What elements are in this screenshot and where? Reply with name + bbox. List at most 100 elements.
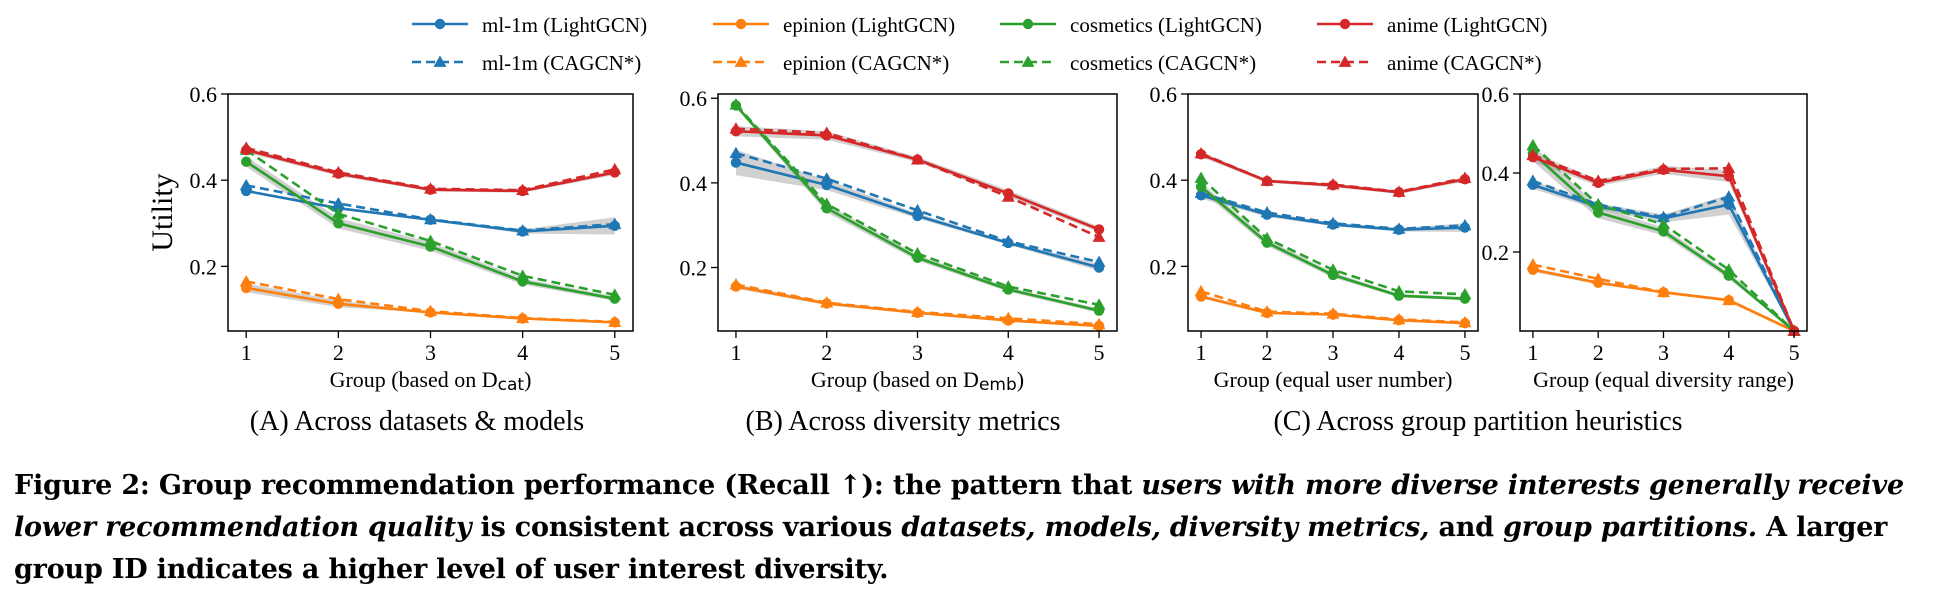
figure-caption: Figure 2: Group recommendation performan…: [14, 465, 1949, 591]
legend-label: ml-1m (CAGCN*): [482, 51, 641, 75]
series-line: [1532, 152, 1795, 332]
x-tick-label: 3: [425, 340, 436, 365]
data-point: [608, 288, 622, 300]
caption-text-2: is consistent across various: [471, 512, 902, 543]
x-tick-label: 5: [609, 340, 620, 365]
data-point: [424, 234, 437, 246]
confidence-band-anime-lightgcn: [735, 126, 1100, 232]
x-tick-label: 1: [1196, 340, 1207, 365]
series-epinion-cagcn: [729, 277, 1106, 330]
data-point: [331, 165, 345, 178]
panel-b: 0.2 0.4 0.6 1 2 3 4 5 Group (based on Demb): [680, 86, 1118, 395]
x-tick-label: 5: [1459, 340, 1470, 365]
caption-text-1: Figure 2: Group recommendation performan…: [14, 470, 1142, 501]
legend-entry-cosmetics-cagcn: cosmetics (CAGCN*): [1000, 51, 1256, 75]
legend-label: anime (LightGCN): [1387, 13, 1547, 37]
data-point: [911, 247, 924, 259]
confidence-band-cosmetics-lightgcn: [1201, 182, 1465, 301]
legend-entry-epinion-cagcn: epinion (CAGCN*): [713, 51, 949, 75]
confidence-band-anime-lightgcn: [1532, 152, 1795, 331]
series-line: [1532, 183, 1796, 332]
data-point: [730, 157, 742, 168]
x-tick-label: 4: [1003, 340, 1014, 365]
y-tick-label: 0.4: [190, 168, 218, 193]
data-point: [1260, 206, 1274, 218]
series-anime-lightgcn: [1195, 149, 1471, 198]
data-point: [1591, 198, 1605, 210]
data-point: [1657, 285, 1670, 298]
data-point: [1194, 146, 1208, 159]
y-tick-label: 0.6: [190, 82, 218, 107]
data-point: [1722, 190, 1736, 202]
legend-marker: [734, 55, 748, 67]
series-line: [1532, 179, 1796, 332]
data-point: [1722, 263, 1736, 275]
data-point: [239, 274, 253, 287]
caption-text-4: A larger group ID indicates a higher lev…: [14, 512, 1888, 585]
data-point: [239, 178, 253, 191]
data-point: [820, 126, 834, 138]
data-point: [516, 183, 530, 195]
data-point: [729, 146, 743, 159]
data-point: [1092, 255, 1106, 267]
series-anime-cagcn: [1526, 148, 1801, 336]
data-point: [1260, 231, 1274, 244]
data-point: [1260, 305, 1274, 317]
confidence-band-epinion-lightgcn: [246, 283, 615, 323]
data-point: [1195, 181, 1207, 192]
legend-entry-epinion-lightgcn: epinion (LightGCN): [713, 13, 955, 37]
x-tick-label: 5: [1094, 340, 1105, 365]
series-cosmetics-lightgcn: [1195, 181, 1471, 304]
data-point: [820, 172, 834, 184]
legend-marker: [735, 18, 747, 30]
series-line: [1200, 152, 1466, 194]
legend-entry-ml-1m-cagcn: ml-1m (CAGCN*): [412, 51, 641, 75]
series-anime-cagcn: [239, 141, 622, 195]
legend: ml-1m (LightGCN) epinion (LightGCN) cosmet…: [412, 13, 1547, 75]
legend-label: epinion (LightGCN): [783, 13, 955, 37]
legend-label: cosmetics (CAGCN*): [1070, 51, 1256, 75]
data-point: [911, 203, 924, 216]
legend-marker: [1022, 18, 1034, 30]
panel-a: 0.2 0.4 0.6 1 2 3 4 5 Group (based on Dcat) Utili…: [146, 82, 634, 395]
subtitle-a: (A) Across datasets & models: [250, 406, 584, 437]
legend-marker: [1339, 18, 1351, 30]
data-point: [1326, 177, 1340, 190]
data-point: [516, 311, 530, 323]
x-tick-label: 2: [1593, 340, 1604, 365]
series-line: [1200, 191, 1466, 231]
data-point: [424, 304, 437, 317]
data-point: [331, 207, 345, 219]
data-point: [1326, 216, 1340, 229]
data-point: [1392, 222, 1406, 234]
x-tick-label: 2: [821, 340, 832, 365]
data-point: [1458, 315, 1472, 328]
data-point: [1001, 234, 1015, 247]
data-point: [1458, 287, 1472, 300]
data-point: [1526, 148, 1540, 161]
data-point: [1591, 174, 1605, 186]
x-tick-label: 2: [1262, 340, 1273, 365]
data-point: [1092, 317, 1106, 330]
data-point: [1526, 174, 1540, 186]
data-point: [1657, 210, 1670, 223]
data-point: [331, 292, 345, 304]
x-axis-label: Group (based on Demb): [811, 367, 1024, 395]
data-point: [729, 98, 743, 110]
data-point: [1526, 138, 1540, 151]
caption-italic-1: users with more diverse interests genera…: [14, 470, 1904, 543]
y-tick-label: 0.6: [680, 86, 708, 111]
x-tick-label: 1: [1527, 340, 1538, 365]
series-anime-cagcn: [1194, 146, 1472, 197]
data-point: [331, 196, 345, 209]
data-point: [1260, 174, 1274, 186]
data-point: [1194, 186, 1208, 198]
legend-label: epinion (CAGCN*): [783, 51, 949, 75]
series-cosmetics-cagcn: [1526, 138, 1801, 336]
caption-text-3: and: [1429, 512, 1504, 543]
y-tick-label: 0.4: [1150, 168, 1178, 193]
y-tick-label: 0.6: [1482, 82, 1510, 107]
